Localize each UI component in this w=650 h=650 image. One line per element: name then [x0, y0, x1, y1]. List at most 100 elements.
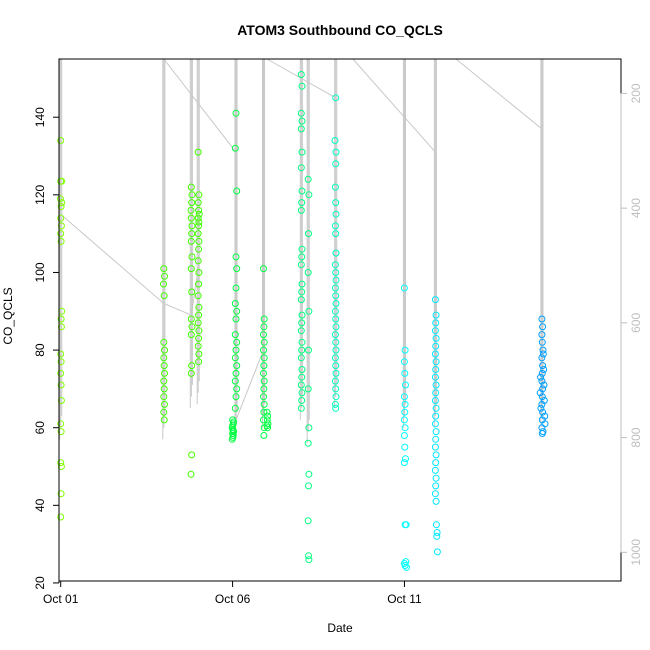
data-point	[57, 459, 65, 467]
data-point	[194, 257, 202, 265]
data-point	[541, 420, 549, 428]
data-point	[298, 148, 306, 156]
data-point	[332, 276, 340, 284]
data-point	[401, 400, 409, 408]
data-point	[232, 369, 240, 377]
data-point	[305, 424, 313, 432]
data-point	[160, 393, 168, 401]
data-point	[188, 451, 196, 459]
data-point	[331, 183, 339, 191]
data-point	[403, 563, 410, 571]
data-point	[432, 319, 440, 327]
data-point	[233, 385, 241, 393]
data-point	[298, 366, 306, 373]
data-point	[195, 280, 203, 288]
y-tick-label: 60	[33, 421, 47, 435]
data-point	[57, 315, 65, 323]
data-point	[433, 548, 441, 556]
data-point	[432, 451, 440, 459]
data-point	[304, 175, 312, 183]
data-point	[57, 463, 65, 470]
x-tick-label: Oct 11	[387, 592, 422, 606]
data-point	[260, 323, 268, 331]
data-point	[232, 284, 240, 292]
data-point	[331, 307, 339, 315]
y2-tick-label: 600	[629, 313, 643, 333]
data-point	[57, 214, 65, 222]
data-point	[57, 513, 65, 521]
data-point	[56, 195, 64, 203]
data-point	[332, 362, 340, 370]
data-point	[332, 393, 340, 401]
data-point	[538, 338, 546, 346]
data-point	[431, 443, 439, 451]
data-point	[305, 346, 312, 354]
data-point	[233, 338, 241, 346]
data-point	[332, 269, 340, 276]
data-points	[56, 71, 549, 571]
data-point	[331, 222, 339, 230]
data-point	[432, 334, 440, 342]
data-point	[187, 265, 195, 273]
data-point	[297, 404, 305, 412]
data-point	[57, 230, 65, 238]
x-tick-label: Oct 06	[215, 592, 251, 606]
data-point	[232, 109, 240, 117]
data-point	[298, 82, 306, 90]
data-point	[57, 350, 65, 358]
y-tick-label: 80	[33, 343, 47, 357]
data-point	[260, 315, 268, 323]
data-point	[160, 377, 168, 385]
data-point	[432, 474, 440, 482]
data-point	[263, 408, 271, 416]
data-point	[304, 439, 312, 447]
data-point	[402, 381, 409, 389]
data-point	[331, 137, 339, 144]
data-point	[298, 199, 306, 207]
data-point	[305, 556, 313, 564]
data-point	[187, 183, 195, 191]
data-point	[297, 327, 305, 335]
data-point	[298, 280, 306, 288]
data-point	[188, 222, 196, 230]
data-point	[195, 269, 203, 276]
data-point	[431, 296, 439, 304]
altitude-transit	[266, 58, 336, 99]
data-point	[231, 144, 239, 152]
data-point	[194, 148, 202, 156]
data-point	[188, 191, 196, 199]
data-point	[228, 435, 236, 443]
data-point	[298, 346, 306, 354]
plot-frame	[58, 58, 622, 582]
data-point	[187, 315, 195, 323]
data-point	[195, 311, 203, 319]
data-point	[401, 443, 409, 451]
y2-tick-label: 1000	[629, 539, 643, 566]
data-point	[298, 373, 306, 381]
data-point	[298, 389, 306, 397]
data-point	[431, 490, 439, 498]
data-point	[232, 315, 240, 323]
data-point	[232, 253, 240, 261]
data-point	[432, 311, 440, 319]
data-point	[332, 315, 340, 323]
data-point	[541, 412, 549, 420]
x-tick-label: Oct 01	[43, 592, 79, 606]
data-point	[540, 397, 548, 404]
data-point	[187, 237, 195, 245]
data-point	[57, 203, 65, 210]
data-point	[57, 369, 65, 377]
data-point	[402, 558, 410, 566]
data-point	[187, 214, 195, 222]
data-point	[260, 338, 268, 346]
data-point	[539, 323, 547, 331]
x-axis-title: Date	[327, 621, 353, 635]
data-point	[432, 366, 440, 373]
data-point	[537, 404, 545, 412]
data-point	[264, 412, 272, 420]
data-point	[332, 369, 340, 377]
data-point	[195, 327, 203, 335]
data-point	[232, 346, 240, 354]
data-point	[297, 206, 305, 214]
data-point	[195, 222, 203, 230]
